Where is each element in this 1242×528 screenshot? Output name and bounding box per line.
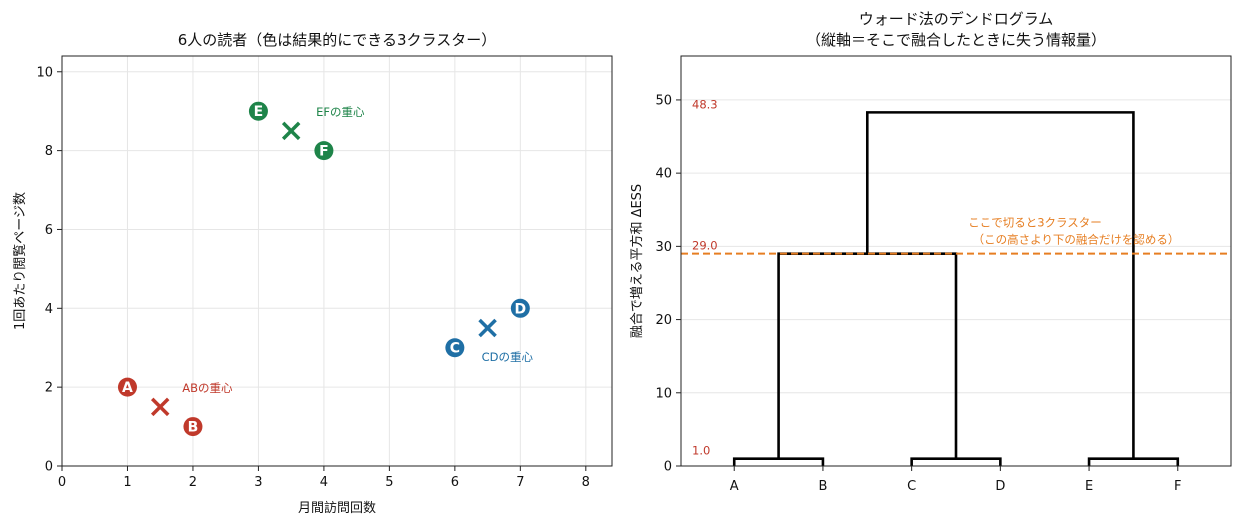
merge-link-abcdef	[865, 111, 1135, 459]
scatter-panel: 6人の読者（色は結果的にできる3クラスター） 0 1 2 3 4 5 6 7 80246810 …	[12, 31, 613, 516]
y-tick-label: 6	[45, 223, 53, 238]
y-tick-label: 10	[655, 386, 672, 401]
dendrogram-marks: ここで切ると3クラスター （この高さより下の融合だけを認める） 48.3 29.0 1.…	[681, 97, 1231, 466]
scatter-ticks: 0 1 2 3 4 5 6 7 8 0 2 4 6 8 10	[36, 65, 589, 490]
merge-link-ab	[732, 457, 825, 466]
x-tick-label: 6	[451, 475, 459, 490]
centroid-x-stroke	[281, 121, 301, 141]
leaf-label: F	[1174, 479, 1181, 494]
y-tick-label: 30	[655, 240, 672, 255]
data-point-d	[510, 298, 530, 318]
merge-link-abcd	[777, 252, 958, 459]
y-tick-label: 2	[45, 381, 53, 396]
centroid-label: ABの重心	[182, 381, 233, 395]
scatter-marks: A B C D E F ABの重心 CDの重心 EFの重心	[117, 101, 534, 437]
centroid-red	[150, 397, 170, 417]
dendrogram-ticks: 0 10 20 30 40 50 A B C D E F	[655, 93, 1181, 494]
point-label: F	[319, 144, 329, 160]
y-tick-label: 0	[45, 460, 53, 475]
data-point-c	[445, 338, 465, 358]
leaf-label: D	[995, 479, 1005, 494]
merge-link-cd	[910, 457, 1002, 466]
y-tick-label: 0	[664, 460, 672, 475]
y-tick-label: 4	[45, 302, 53, 317]
leaf-label: A	[730, 479, 739, 494]
dendrogram-frame	[680, 55, 1232, 467]
point-label: D	[515, 301, 527, 317]
y-tick-label: 8	[45, 144, 53, 159]
centroid-label: CDの重心	[482, 350, 534, 364]
dendrogram-panel: ウォード法のデンドログラム （縦軸＝そこで融合したときに失う情報量） 0 10 20…	[629, 10, 1232, 494]
height-label: 29.0	[692, 239, 718, 253]
height-label: 1.0	[692, 444, 710, 458]
dendrogram-title: ウォード法のデンドログラム	[859, 10, 1054, 28]
leaf-label: B	[818, 479, 827, 494]
point-label: E	[254, 104, 264, 120]
y-tick-label: 50	[655, 93, 672, 108]
point-label: C	[450, 341, 460, 357]
dendrogram-subtitle: （縦軸＝そこで融合したときに失う情報量）	[806, 31, 1106, 49]
cut-label-line1: ここで切ると3クラスター	[968, 216, 1102, 230]
point-label: A	[122, 380, 133, 396]
cut-label-line2: （この高さより下の融合だけを認める）	[973, 233, 1180, 247]
point-label: B	[188, 420, 199, 436]
data-point-f	[314, 141, 334, 161]
centroid-x-stroke	[478, 318, 497, 338]
x-tick-label: 5	[385, 475, 393, 490]
data-point-a	[117, 377, 137, 397]
centroid-x-stroke	[150, 397, 170, 417]
y-tick-label: 10	[36, 65, 53, 80]
leaf-label: C	[907, 479, 916, 494]
x-tick-label: 1	[123, 475, 131, 490]
scatter-xlabel: 月間訪問回数	[298, 500, 376, 516]
data-point-e	[248, 101, 268, 121]
leaf-label: E	[1085, 479, 1093, 494]
x-tick-label: 7	[516, 475, 524, 490]
scatter-ylabel: 1回あたり閲覧ページ数	[12, 192, 28, 330]
dendrogram-ylabel: 融合で増える平方和 ΔESS	[629, 184, 645, 338]
x-tick-label: 0	[58, 475, 66, 490]
scatter-grid	[61, 56, 612, 467]
scatter-frame	[61, 55, 613, 467]
x-tick-label: 4	[320, 475, 328, 490]
merge-link-ef	[1087, 457, 1180, 466]
x-tick-label: 8	[582, 475, 590, 490]
x-tick-label: 3	[254, 475, 262, 490]
y-tick-label: 20	[655, 313, 672, 328]
x-tick-label: 2	[189, 475, 197, 490]
centroid-blue	[478, 318, 497, 338]
centroid-label: EFの重心	[316, 105, 365, 119]
y-tick-label: 40	[655, 167, 672, 182]
centroid-green	[281, 121, 301, 141]
height-label: 48.3	[692, 97, 718, 111]
scatter-title: 6人の読者（色は結果的にできる3クラスター）	[178, 31, 497, 49]
data-point-b	[183, 417, 203, 437]
